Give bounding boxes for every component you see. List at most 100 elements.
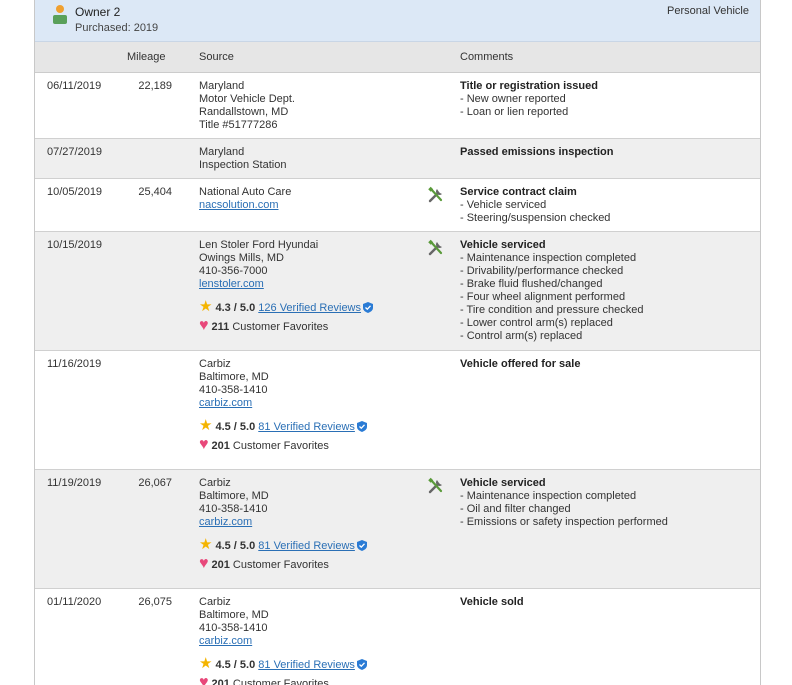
source-link-wrap: carbiz.com	[199, 397, 421, 410]
source-line: Carbiz	[199, 596, 231, 608]
heart-icon: ♥	[199, 674, 209, 685]
comment-title: Vehicle sold	[460, 596, 524, 608]
history-row: 01/11/2020 26,075 Carbiz Baltimore, MD 410-3…	[35, 589, 760, 685]
star-icon: ★	[199, 298, 213, 315]
column-header: Mileage Source Comments	[35, 42, 760, 73]
comment-item: - Control arm(s) replaced	[460, 330, 583, 342]
comments: Service contract claim - Vehicle serviced…	[460, 186, 760, 225]
comments: Passed emissions inspection	[460, 146, 760, 172]
rating: ★ 4.3 / 5.0 126 Verified Reviews ♥ 211 Cust…	[199, 298, 421, 336]
comment-title: Vehicle offered for sale	[460, 358, 581, 370]
comment-item: - Lower control arm(s) replaced	[460, 317, 613, 329]
comment-item: - New owner reported	[460, 93, 566, 105]
source-line: Owings Mills, MD	[199, 252, 284, 264]
favorites-count: 201	[211, 440, 230, 452]
verified-badge	[355, 540, 367, 552]
source: Carbiz Baltimore, MD 410-358-1410 carbiz.co…	[199, 596, 421, 685]
mileage: 26,075	[138, 596, 172, 608]
rating-line: ★ 4.5 / 5.0 81 Verified Reviews	[199, 536, 421, 555]
source-line: Maryland	[199, 80, 245, 92]
favorites-label: Customer Favorites	[232, 559, 329, 571]
source-link-wrap: lenstoler.com	[199, 278, 421, 291]
source-line: Len Stoler Ford Hyundai	[199, 239, 319, 251]
rating-line: ★ 4.3 / 5.0 126 Verified Reviews	[199, 298, 421, 317]
source-link-wrap: carbiz.com	[199, 635, 421, 648]
rating-score: 4.5 / 5.0	[215, 659, 256, 671]
comment-title: Vehicle serviced	[460, 239, 546, 251]
owner-header: Owner 2 Purchased: 2019 Personal Vehicle	[35, 0, 760, 42]
date: 10/15/2019	[47, 239, 103, 251]
reviews-link[interactable]: 81 Verified Reviews	[258, 540, 355, 552]
source-line: National Auto Care	[199, 186, 292, 198]
owner-history-panel: Owner 2 Purchased: 2019 Personal Vehicle…	[34, 0, 761, 685]
mileage: 22,189	[138, 80, 172, 92]
star-icon: ★	[199, 655, 213, 672]
star-icon: ★	[199, 417, 213, 434]
history-row: 10/05/2019 25,404 National Auto Care nacsol…	[35, 179, 760, 232]
source-line: Inspection Station	[199, 159, 287, 171]
rating: ★ 4.5 / 5.0 81 Verified Reviews ♥ 201 Custo…	[199, 536, 421, 574]
source-line: Baltimore, MD	[199, 609, 269, 621]
history-row: 06/11/2019 22,189 Maryland Motor Vehicle De…	[35, 73, 760, 139]
source-line: 410-358-1410	[199, 622, 268, 634]
source: Maryland Inspection Station	[199, 146, 421, 172]
source-link[interactable]: lenstoler.com	[199, 278, 264, 290]
comment-item: - Loan or lien reported	[460, 106, 569, 118]
star-icon: ★	[199, 536, 213, 553]
comments: Vehicle serviced - Maintenance inspection…	[460, 239, 760, 344]
comment-title: Passed emissions inspection	[460, 146, 614, 158]
service-icon	[421, 186, 460, 225]
rating-score: 4.5 / 5.0	[215, 540, 256, 552]
verified-badge	[361, 302, 374, 314]
reviews-link[interactable]: 126 Verified Reviews	[258, 302, 362, 314]
source-line: Carbiz	[199, 358, 231, 370]
column-label: Comments	[460, 51, 514, 63]
date: 01/11/2020	[47, 596, 102, 608]
source-line: Maryland	[199, 146, 245, 158]
comment-item: - Emissions or safety inspection perform…	[460, 516, 668, 528]
source-link-wrap: carbiz.com	[199, 516, 421, 529]
comment-title: Service contract claim	[460, 186, 577, 198]
source-line: 410-358-1410	[199, 384, 268, 396]
reviews-link[interactable]: 81 Verified Reviews	[258, 421, 355, 433]
column-label: Mileage	[127, 51, 166, 63]
date: 11/16/2019	[47, 358, 102, 370]
history-rows: 06/11/2019 22,189 Maryland Motor Vehicle De…	[35, 73, 760, 685]
comment-item: - Vehicle serviced	[460, 199, 547, 211]
rating: ★ 4.5 / 5.0 81 Verified Reviews ♥ 201 Custo…	[199, 417, 421, 455]
heart-icon: ♥	[199, 436, 209, 453]
rating-score: 4.5 / 5.0	[215, 421, 256, 433]
favorites-label: Customer Favorites	[232, 678, 329, 685]
comments: Title or registration issued - New owner …	[460, 80, 760, 132]
source-line: Baltimore, MD	[199, 371, 269, 383]
history-row: 07/27/2019 Maryland Inspection Station Pass…	[35, 139, 760, 179]
service-icon	[421, 239, 460, 344]
source-link[interactable]: carbiz.com	[199, 635, 253, 647]
favorites-count: 201	[211, 678, 230, 685]
rating: ★ 4.5 / 5.0 81 Verified Reviews ♥ 201 Custo…	[199, 655, 421, 685]
comment-title: Title or registration issued	[460, 80, 598, 92]
comment-item: - Tire condition and pressure checked	[460, 304, 644, 316]
favorites-line: ♥ 201 Customer Favorites	[199, 555, 421, 574]
owner-icon	[53, 5, 67, 24]
comment-item: - Steering/suspension checked	[460, 212, 611, 224]
date: 10/05/2019	[47, 186, 103, 198]
comments: Vehicle offered for sale	[460, 358, 760, 463]
source-link[interactable]: carbiz.com	[199, 516, 253, 528]
history-row: 11/19/2019 26,067 Carbiz Baltimore, MD 410-3…	[35, 470, 760, 589]
date: 11/19/2019	[47, 477, 102, 489]
source-link-wrap: nacsolution.com	[199, 199, 421, 212]
verified-badge	[355, 659, 367, 671]
comment-item: - Drivability/performance checked	[460, 265, 624, 277]
source-link[interactable]: nacsolution.com	[199, 199, 279, 211]
source-line: Randallstown, MD	[199, 106, 289, 118]
reviews-link[interactable]: 81 Verified Reviews	[258, 659, 355, 671]
favorites-count: 211	[211, 321, 230, 333]
heart-icon: ♥	[199, 555, 209, 572]
column-label: Source	[199, 51, 234, 63]
purchased: Purchased: 2019	[75, 22, 159, 34]
source-link[interactable]: carbiz.com	[199, 397, 253, 409]
source: Len Stoler Ford Hyundai Owings Mills, MD 4…	[199, 239, 421, 344]
favorites-label: Customer Favorites	[232, 321, 329, 333]
